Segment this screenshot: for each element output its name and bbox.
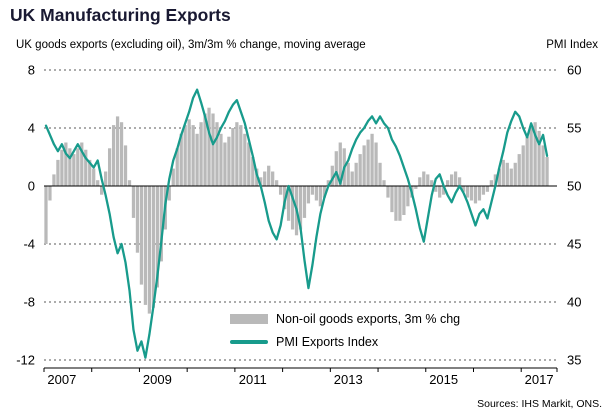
legend-label-line: PMI Exports Index xyxy=(276,335,379,349)
legend-label-bars: Non-oil goods exports, 3m % chg xyxy=(276,312,461,326)
svg-text:55: 55 xyxy=(567,121,581,136)
svg-text:2017: 2017 xyxy=(525,372,554,387)
chart-subtitle: UK goods exports (excluding oil), 3m/3m … xyxy=(16,39,366,51)
svg-text:8: 8 xyxy=(28,63,35,78)
bar-series xyxy=(44,107,549,314)
legend: Non-oil goods exports, 3m % chg PMI Expo… xyxy=(230,312,460,358)
svg-text:45: 45 xyxy=(567,237,581,252)
svg-text:2015: 2015 xyxy=(429,372,458,387)
x-axis-labels: 2007 2009 2011 2013 2015 2017 xyxy=(47,372,553,387)
x-axis xyxy=(43,185,558,372)
left-axis-labels: 8 4 0 -4 -8 -12 xyxy=(16,63,35,368)
svg-text:-12: -12 xyxy=(16,353,35,368)
svg-text:2009: 2009 xyxy=(143,372,172,387)
pmi-line-series xyxy=(44,88,549,359)
legend-item-bars: Non-oil goods exports, 3m % chg xyxy=(230,312,460,326)
bar-series-swatch xyxy=(230,314,268,324)
right-axis-labels: 60 55 50 45 40 35 xyxy=(567,63,581,368)
source-note: Sources: IHS Markit, ONS. xyxy=(477,398,602,410)
svg-text:0: 0 xyxy=(28,179,35,194)
legend-item-line: PMI Exports Index xyxy=(230,335,460,349)
gridlines xyxy=(44,69,557,361)
svg-text:60: 60 xyxy=(567,63,581,78)
svg-text:-4: -4 xyxy=(23,237,35,252)
page-title: UK Manufacturing Exports xyxy=(10,5,231,25)
line-series-swatch xyxy=(230,340,268,344)
right-axis-title: PMI Index xyxy=(546,39,598,51)
svg-text:-8: -8 xyxy=(23,295,35,310)
svg-text:50: 50 xyxy=(567,179,581,194)
svg-text:35: 35 xyxy=(567,353,581,368)
svg-text:2007: 2007 xyxy=(47,372,76,387)
svg-text:40: 40 xyxy=(567,295,581,310)
svg-text:2013: 2013 xyxy=(334,372,363,387)
svg-text:4: 4 xyxy=(28,121,35,136)
svg-text:2011: 2011 xyxy=(239,372,267,387)
